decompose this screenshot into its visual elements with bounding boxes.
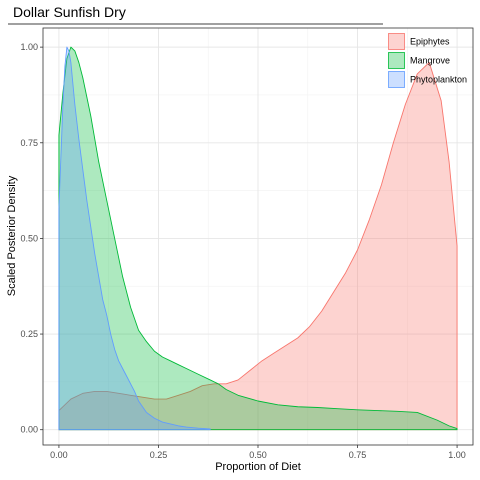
legend-key-epiphytes bbox=[388, 33, 405, 50]
x-tick-label: 1.00 bbox=[448, 450, 466, 460]
x-axis-title: Proportion of Diet bbox=[215, 461, 301, 473]
y-tick-label: 0.50 bbox=[20, 233, 38, 243]
y-tick-label: 0.25 bbox=[20, 329, 38, 339]
legend-key-bg-phytoplankton bbox=[388, 71, 405, 88]
plot-area bbox=[42, 27, 474, 446]
x-tick-label: 0.75 bbox=[349, 450, 367, 460]
chart-title: Dollar Sunfish Dry bbox=[13, 4, 126, 20]
y-tick-label: 1.00 bbox=[20, 42, 38, 52]
density-area-mangrove bbox=[58, 46, 458, 431]
legend-key-bg-epiphytes bbox=[388, 33, 405, 50]
density-area-epiphytes bbox=[58, 61, 458, 431]
legend-key-mangrove bbox=[388, 52, 405, 69]
y-axis-title: Scaled Posterior Density bbox=[6, 175, 18, 296]
y-axis: 0.00 0.25 0.50 0.75 1.00 bbox=[20, 42, 43, 435]
legend-label-mangrove: Mangrove bbox=[410, 56, 450, 66]
legend-label-phytoplankton: Phytoplankton bbox=[410, 75, 467, 85]
x-tick-label: 0.25 bbox=[150, 450, 168, 460]
y-tick-label: 0.00 bbox=[20, 425, 38, 435]
legend-key-bg-mangrove bbox=[388, 52, 405, 69]
x-axis: 0.00 0.25 0.50 0.75 1.00 bbox=[50, 445, 466, 460]
legend-key-phytoplankton bbox=[388, 71, 405, 88]
legend: Epiphytes Mangrove Phytoplankton bbox=[388, 33, 467, 88]
y-tick-label: 0.75 bbox=[20, 138, 38, 148]
series-layer bbox=[58, 46, 458, 431]
x-tick-label: 0.50 bbox=[249, 450, 267, 460]
x-tick-label: 0.00 bbox=[50, 450, 68, 460]
density-area-phytoplankton bbox=[58, 46, 211, 431]
legend-label-epiphytes: Epiphytes bbox=[410, 37, 450, 47]
